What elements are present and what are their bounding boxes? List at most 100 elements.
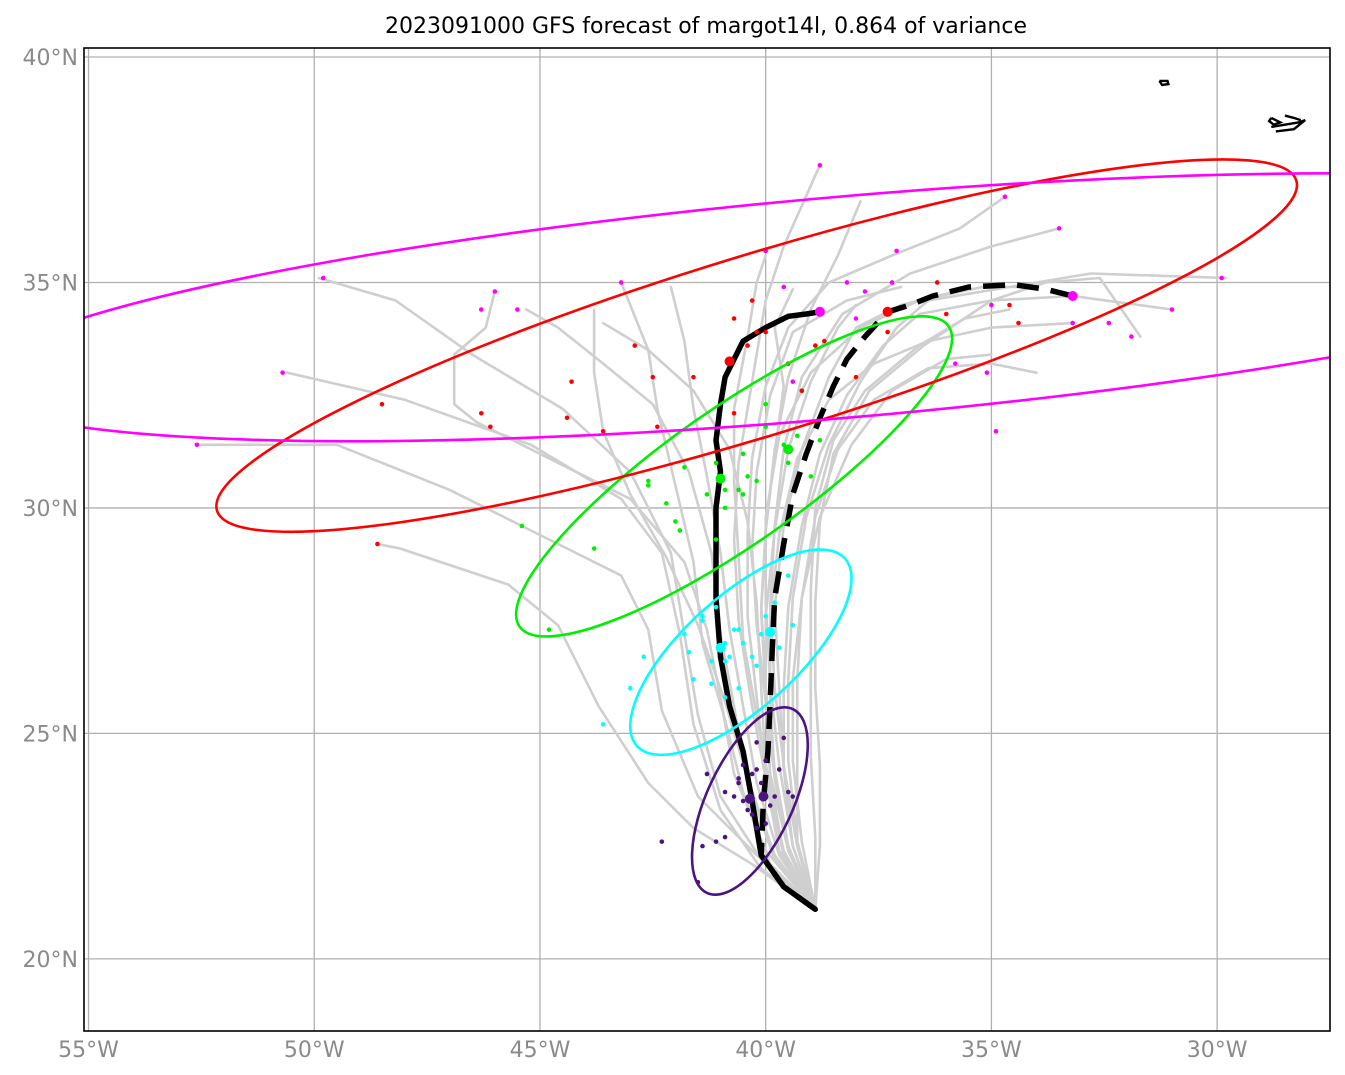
member-position-t2 (709, 681, 714, 687)
member-position-t3 (713, 460, 719, 466)
member-position-t4 (600, 428, 606, 434)
coastline-azores-island-a (1158, 79, 1170, 87)
axis-tick-labels: 55°W 50°W 45°W 40°W 35°W 30°W 20°N 25°N 30°N 35°N… (23, 46, 1248, 1063)
member-position-t5 (889, 280, 895, 285)
member-position-t4 (731, 410, 737, 416)
x-tick-label: 40°W (735, 1038, 796, 1063)
member-position-t2 (776, 645, 782, 651)
member-track (773, 290, 957, 911)
mean-position-dashed-t5 (1067, 291, 1078, 302)
member-position-t3 (519, 523, 525, 529)
member-track (376, 542, 817, 911)
member-position-t2 (785, 573, 791, 578)
member-track (195, 443, 817, 911)
member-position-t2 (749, 654, 755, 660)
member-track (791, 353, 993, 911)
coastline-azores-island-c (1267, 116, 1284, 127)
member-position-t4 (749, 298, 755, 303)
uncertainty-ellipse-t1 (690, 705, 810, 897)
member-position-t1 (749, 771, 755, 777)
mean-position-dashed-t1 (758, 791, 769, 802)
member-position-t2 (790, 622, 796, 628)
member-position-t5 (1070, 320, 1075, 326)
mean-position-solid-t4 (724, 356, 735, 367)
member-position-t3 (546, 627, 552, 632)
member-position-t1 (763, 758, 768, 763)
member-position-t4 (943, 311, 949, 317)
member-position-t5 (1219, 275, 1224, 281)
member-position-t1 (772, 794, 778, 799)
y-tick-label: 20°N (23, 948, 78, 973)
member-position-t1 (749, 812, 755, 817)
uncertainty-ellipses (84, 158, 1330, 897)
member-position-t2 (754, 663, 759, 669)
member-position-t2 (627, 686, 633, 691)
ensemble-member-tracks (195, 163, 1228, 911)
member-position-t2 (736, 627, 741, 632)
member-position-t4 (569, 379, 574, 384)
mean-position-solid-t2 (715, 642, 726, 653)
member-position-t5 (984, 370, 990, 375)
member-track (601, 321, 817, 911)
mean-position-solid-t1 (744, 793, 755, 804)
member-track (809, 308, 1011, 911)
member-position-t4 (375, 541, 380, 547)
member-position-t1 (740, 762, 746, 768)
member-position-t4 (379, 401, 385, 407)
member-position-t4 (813, 343, 818, 348)
member-position-t4 (488, 424, 493, 430)
member-position-t5 (989, 302, 994, 308)
chart-title: 2023091000 GFS forecast of margot14l, 0.… (385, 14, 1027, 39)
member-position-t2 (709, 658, 714, 664)
member-position-t2 (691, 676, 696, 682)
member-position-t5 (894, 248, 899, 254)
member-position-t4 (655, 424, 660, 430)
member-track (813, 276, 1142, 911)
member-position-t3 (673, 519, 678, 524)
member-position-t3 (677, 528, 683, 533)
plot-frame (83, 47, 1331, 1032)
member-position-t2 (736, 686, 741, 691)
coastline-azores-island-b (1271, 118, 1306, 133)
member-position-t1 (736, 776, 741, 781)
member-track (317, 276, 817, 911)
member-position-t1 (767, 803, 773, 808)
member-position-t3 (808, 474, 814, 479)
member-position-t4 (691, 374, 696, 380)
member-position-t5 (844, 280, 850, 285)
member-position-t5 (515, 307, 520, 312)
member-position-t1 (740, 798, 746, 804)
member-track (750, 285, 903, 911)
member-track (759, 200, 862, 911)
mean-position-solid-t5 (814, 306, 825, 317)
uncertainty-ellipse-t2 (628, 548, 853, 757)
member-position-t1 (722, 834, 728, 840)
member-position-t3 (817, 437, 823, 443)
member-position-t2 (758, 631, 764, 637)
member-position-t3 (740, 492, 746, 497)
member-position-t2 (740, 640, 746, 646)
member-position-t5 (280, 370, 285, 375)
member-position-t4 (731, 316, 737, 321)
member-position-t2 (722, 695, 728, 700)
member-position-t5 (320, 275, 326, 281)
member-position-t2 (713, 604, 719, 610)
member-position-t4 (799, 388, 805, 393)
uncertainty-ellipse-t3 (514, 315, 954, 638)
member-position-t1 (659, 839, 665, 844)
member-position-t3 (763, 401, 768, 407)
member-position-t1 (704, 771, 710, 777)
x-tick-label: 55°W (58, 1038, 119, 1063)
member-position-t1 (776, 767, 782, 772)
member-position-t5 (1129, 334, 1134, 339)
member-position-t2 (700, 613, 705, 619)
member-position-t2 (727, 654, 732, 660)
mean-position-dashed-t2 (765, 626, 776, 637)
y-tick-label: 40°N (23, 46, 78, 71)
y-tick-label: 30°N (23, 497, 78, 522)
mean-positions (715, 291, 1078, 804)
member-track (285, 371, 817, 911)
member-position-t3 (740, 451, 746, 457)
member-position-t1 (731, 794, 737, 799)
